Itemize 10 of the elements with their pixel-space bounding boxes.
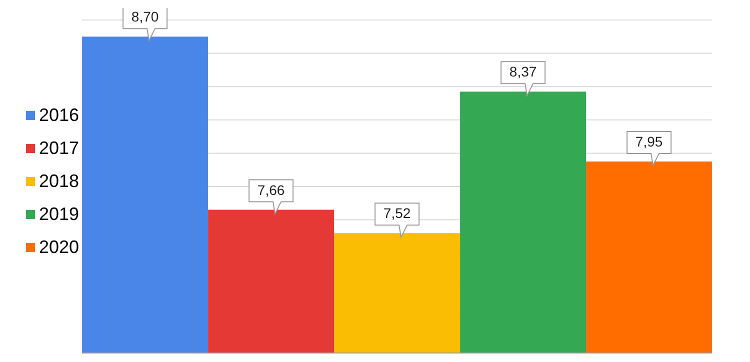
legend-label: 2018 (39, 170, 80, 190)
data-label: 8,70 (131, 8, 159, 25)
legend-label: 2019 (39, 204, 80, 224)
data-label: 7,52 (383, 205, 411, 222)
legend-label: 2016 (39, 104, 80, 124)
data-label: 7,66 (257, 182, 285, 198)
data-label: 8,37 (509, 64, 537, 80)
data-label: 7,95 (635, 134, 663, 150)
legend-label: 2017 (39, 138, 80, 158)
legend-label: 2020 (39, 236, 80, 256)
